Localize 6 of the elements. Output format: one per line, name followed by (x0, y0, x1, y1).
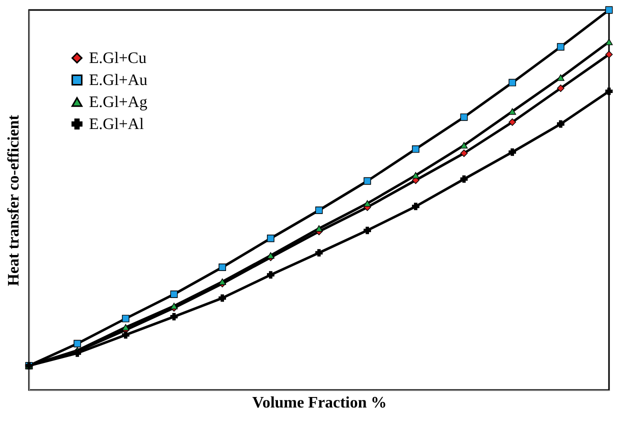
legend-label: E.Gl+Ag (89, 94, 148, 111)
x-axis-title: Volume Fraction % (252, 394, 387, 412)
legend-label: E.Gl+Al (89, 116, 144, 133)
y-axis-title: Heat transfer co-efficient (6, 114, 22, 286)
legend-label: E.Gl+Cu (89, 50, 146, 67)
legend-label: E.Gl+Au (89, 72, 148, 89)
